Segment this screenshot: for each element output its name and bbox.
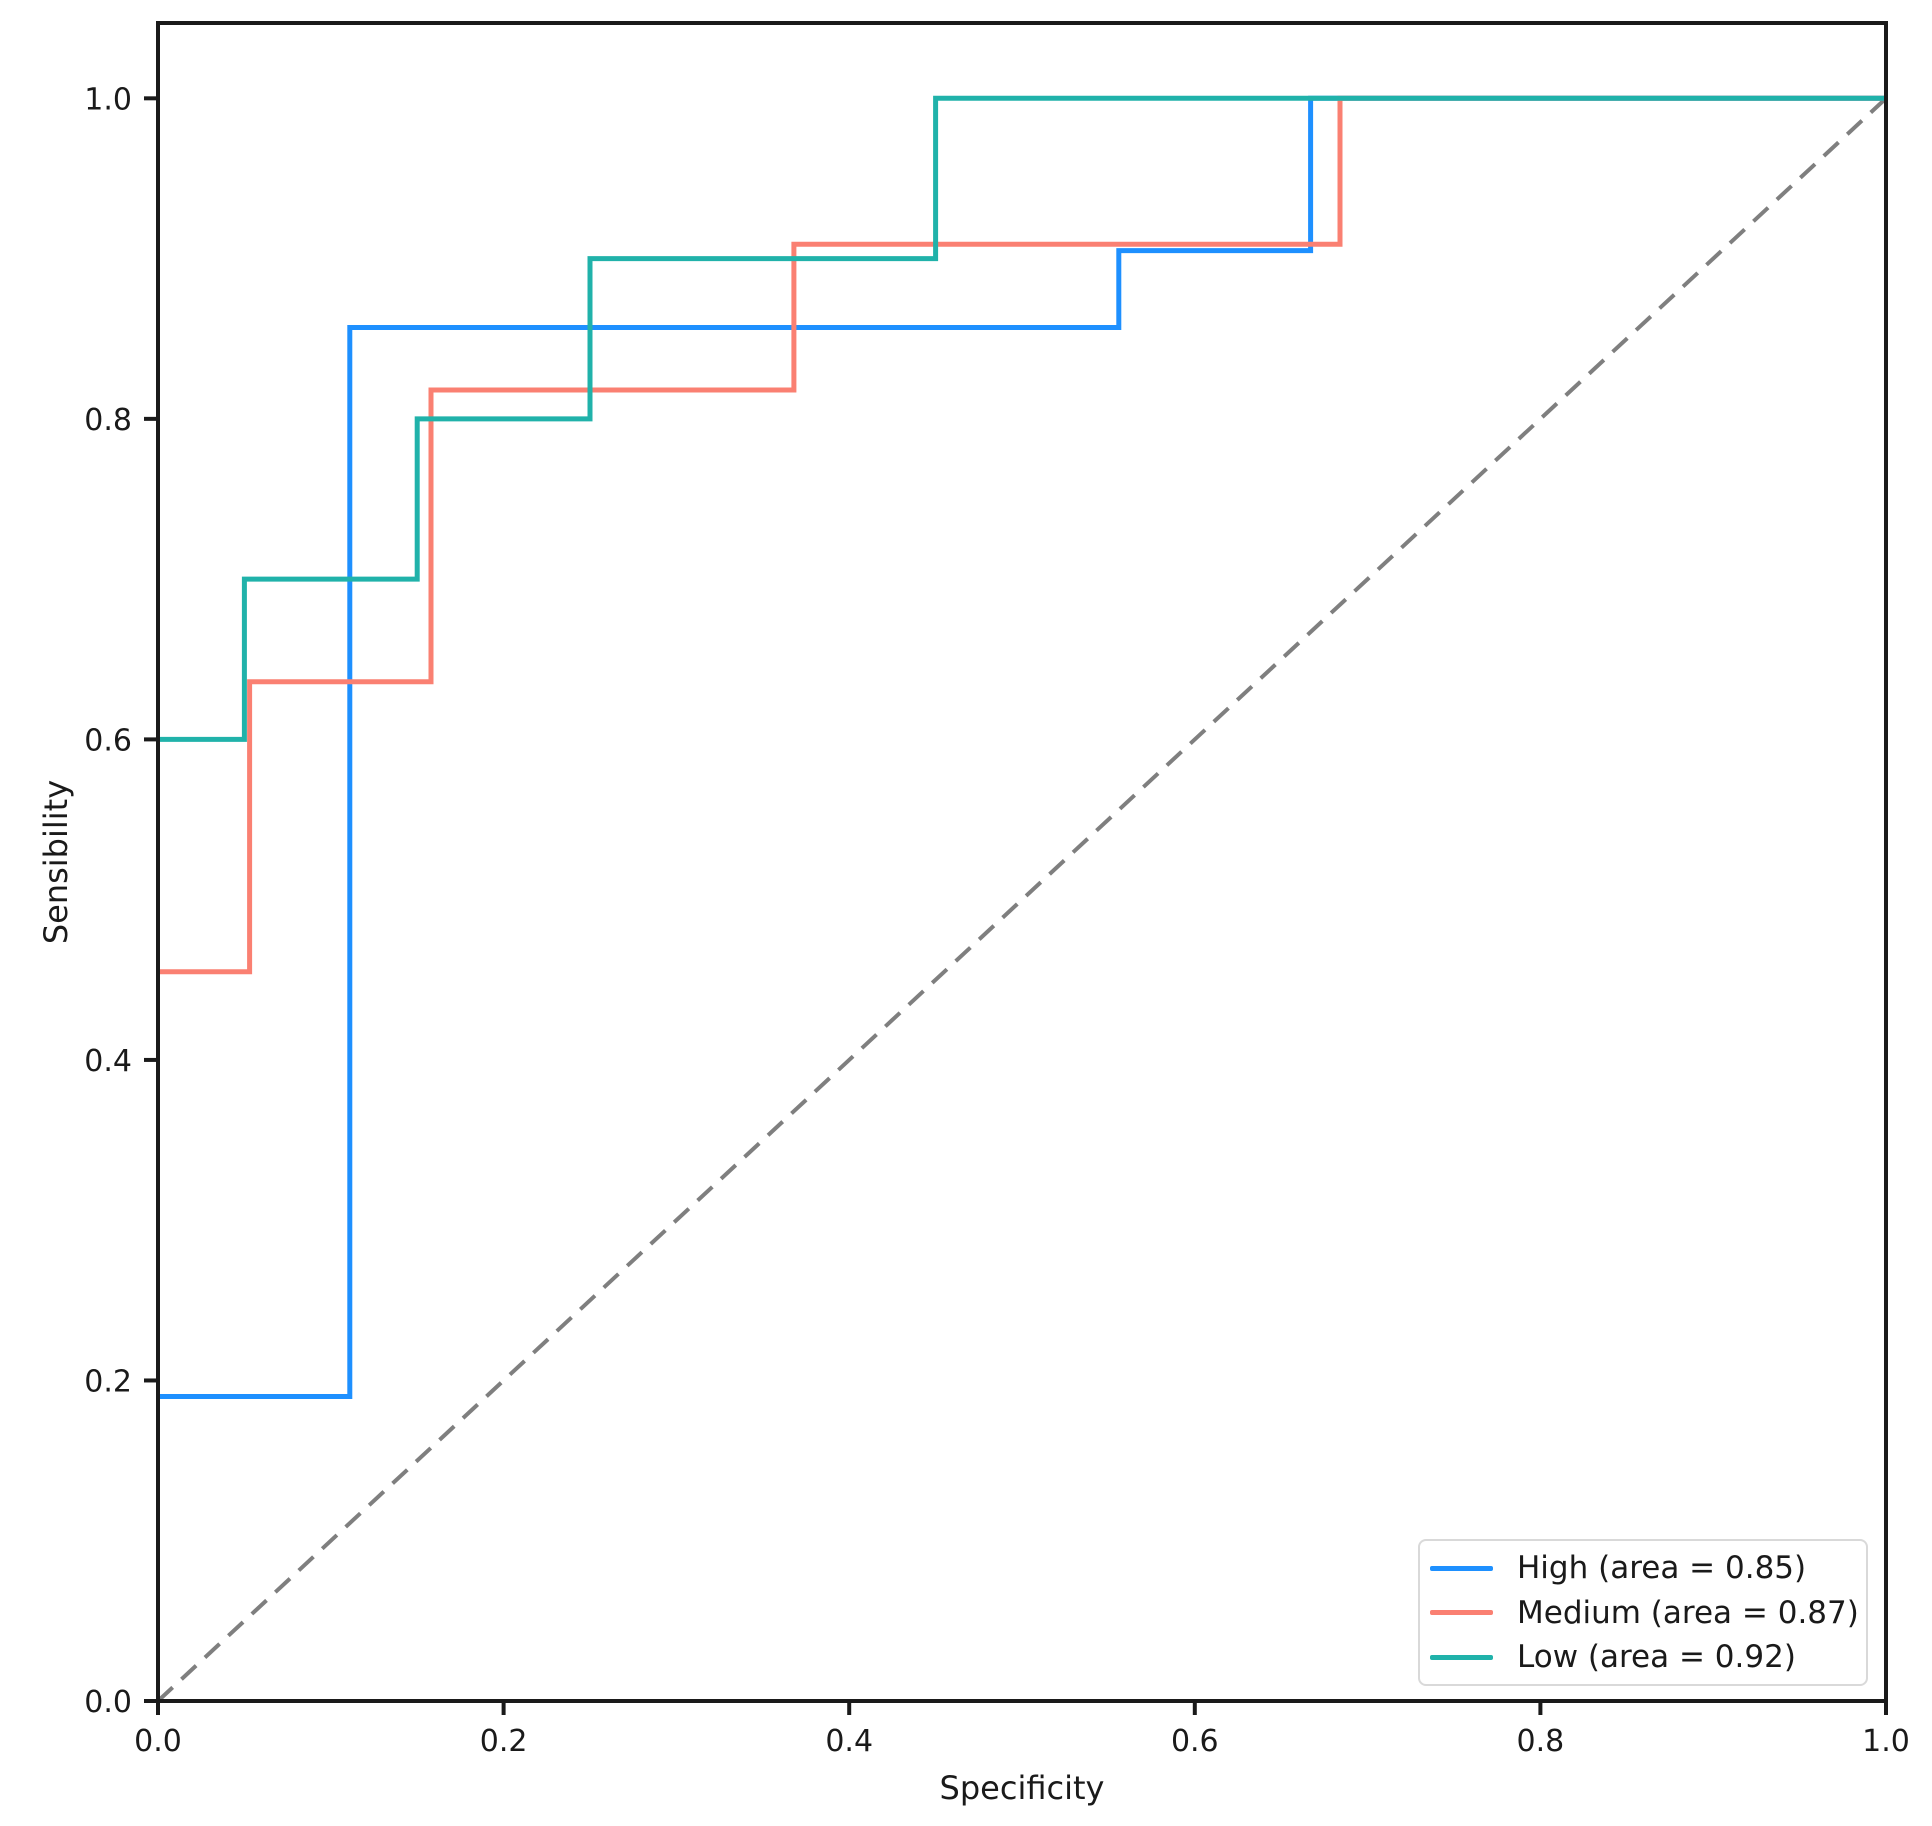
x-tick-label: 0.6 bbox=[1171, 1724, 1219, 1759]
legend-line-swatch-medium bbox=[1430, 1610, 1493, 1615]
x-tick-label: 1.0 bbox=[1862, 1724, 1910, 1759]
x-tick-label: 0.0 bbox=[134, 1724, 182, 1759]
x-tick-label: 0.8 bbox=[1517, 1724, 1565, 1759]
y-tick-label: 0.8 bbox=[84, 403, 132, 438]
x-tick-label: 0.2 bbox=[480, 1724, 528, 1759]
y-tick-label: 0.0 bbox=[84, 1685, 132, 1720]
y-tick-label: 0.6 bbox=[84, 723, 132, 758]
roc-curve-high bbox=[158, 95, 1886, 1399]
y-tick-label: 0.2 bbox=[84, 1364, 132, 1399]
x-tick-label: 0.4 bbox=[825, 1724, 873, 1759]
chance-diagonal-line bbox=[156, 96, 1888, 1703]
plot-border bbox=[156, 21, 1888, 1703]
y-tick-label: 1.0 bbox=[84, 82, 132, 117]
y-axis-label: Sensibility bbox=[37, 779, 75, 945]
legend-item-high: High (area = 0.85) bbox=[1430, 1547, 1860, 1589]
legend-item-medium: Medium (area = 0.87) bbox=[1430, 1592, 1860, 1634]
roc-curve-low bbox=[158, 95, 1886, 742]
x-axis-label: Specificity bbox=[939, 1769, 1105, 1807]
legend-line-swatch-high bbox=[1430, 1565, 1493, 1571]
legend-line-swatch-low bbox=[1430, 1654, 1493, 1660]
legend-label-low: Low (area = 0.92) bbox=[1517, 1639, 1796, 1675]
legend: High (area = 0.85) Medium (area = 0.87) … bbox=[1418, 1539, 1868, 1686]
legend-label-high: High (area = 0.85) bbox=[1517, 1550, 1807, 1586]
y-tick-label: 0.4 bbox=[84, 1044, 132, 1079]
legend-item-low: Low (area = 0.92) bbox=[1430, 1636, 1860, 1678]
legend-label-medium: Medium (area = 0.87) bbox=[1517, 1594, 1859, 1631]
roc-curve-medium bbox=[158, 95, 1886, 975]
